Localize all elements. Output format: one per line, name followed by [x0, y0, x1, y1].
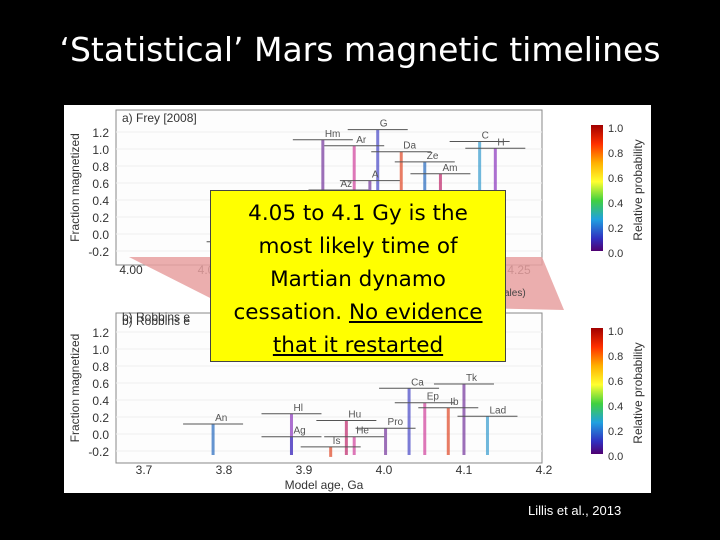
y-tick-label: 0.2 [92, 211, 109, 225]
colorbar-tick-label: 0.0 [608, 451, 623, 463]
y-tick-label: -0.2 [88, 245, 109, 259]
basin-label: Hm [325, 129, 341, 140]
y-axis-title: Fraction magnetized [68, 334, 82, 443]
callout-line-2: most likely time of [258, 234, 458, 259]
y-tick-label: 0.8 [92, 360, 109, 374]
basin-label: Ep [427, 392, 440, 403]
colorbar-tick-label: 1.0 [608, 326, 623, 338]
probability-bar [289, 436, 293, 455]
probability-bar [289, 413, 293, 455]
callout-box: 4.05 to 4.1 Gy is the most likely time o… [210, 190, 506, 362]
y-tick-label: -0.2 [88, 445, 109, 459]
panel-label: b) Robbins e [122, 314, 190, 328]
callout-line-4: cessation. No evidence [211, 296, 505, 329]
colorbar-tick-label: 0.2 [608, 223, 623, 235]
colorbar-tick-label: 0.4 [608, 401, 623, 413]
basin-label: Ca [411, 377, 424, 388]
panel-label: a) Frey [2008] [122, 111, 197, 125]
x-tick-label: 4.00 [119, 263, 143, 277]
basin-label: H [497, 137, 504, 148]
colorbar-tick-label: 0.6 [608, 376, 623, 388]
basin-label: Ib [450, 397, 459, 408]
basin-label: Hl [293, 403, 302, 414]
basin-label: Hu [348, 410, 361, 421]
y-tick-label: 1.2 [92, 326, 109, 340]
basin-label: G [380, 119, 388, 130]
colorbar-tick-label: 1.0 [608, 123, 623, 135]
basin-label: Am [442, 163, 457, 174]
basin-label: Az [341, 179, 353, 190]
x-tick-label: 3.8 [216, 463, 233, 477]
callout-line-4-start: cessation. [233, 300, 349, 325]
basin-label: Is [333, 436, 341, 447]
basin-label: Lad [489, 405, 506, 416]
probability-bar [485, 416, 489, 455]
probability-bar [407, 388, 411, 455]
colorbar-tick-label: 0.2 [608, 426, 623, 438]
x-tick-label: 4.2 [536, 463, 553, 477]
callout-line-1: 4.05 to 4.1 Gy is the [248, 201, 468, 226]
basin-label: Ag [293, 426, 305, 437]
y-axis-title: Fraction magnetized [68, 133, 82, 242]
basin-label: A [372, 170, 379, 181]
basin-label: An [215, 413, 227, 424]
basin-label: Da [403, 141, 416, 152]
y-tick-label: 0.8 [92, 160, 109, 174]
basin-label: C [482, 131, 489, 142]
colorbar-tick-label: 0.8 [608, 351, 623, 363]
basin-label: Tk [466, 373, 478, 384]
y-tick-label: 1.2 [92, 126, 109, 140]
probability-bar [423, 402, 427, 455]
colorbar-tick-label: 0.4 [608, 198, 623, 210]
y-tick-label: 0.0 [92, 428, 109, 442]
zoom-connector-caption: ales) [504, 288, 526, 299]
callout-line-3: Martian dynamo [270, 267, 446, 292]
probability-bar [462, 384, 466, 455]
y-tick-label: 0.6 [92, 377, 109, 391]
y-tick-label: 0.4 [92, 394, 109, 408]
x-tick-label: 4.1 [456, 463, 473, 477]
colorbar-tick-label: 0.6 [608, 173, 623, 185]
probability-bar [211, 423, 215, 455]
probability-bar [384, 428, 388, 455]
x-tick-label: 4.0 [376, 463, 393, 477]
x-tick-label: 3.7 [136, 463, 153, 477]
colorbar-title: Relative probability [631, 342, 645, 443]
colorbar-tick-label: 0.0 [608, 248, 623, 260]
y-tick-label: 0.6 [92, 177, 109, 191]
basin-label: Pro [388, 417, 404, 428]
colorbar-tick-label: 0.8 [608, 148, 623, 160]
colorbar-title: Relative probability [631, 139, 645, 240]
x-tick-label: 3.9 [296, 463, 313, 477]
slide-title: ‘Statistical’ Mars magnetic timelines [59, 30, 661, 69]
x-axis-title: Model age, Ga [285, 478, 364, 492]
colorbar-0 [591, 125, 603, 251]
probability-bar [344, 420, 348, 455]
probability-bar [446, 407, 450, 455]
y-tick-label: 1.0 [92, 143, 109, 157]
colorbar-1 [591, 328, 603, 454]
callout-line-5: that it restarted [272, 333, 444, 358]
callout-emphasis: No evidence [348, 300, 483, 325]
panel-b-label: b) Robbins e [122, 310, 190, 324]
basin-label: He [356, 426, 369, 437]
probability-bar [352, 436, 356, 455]
y-tick-label: 0.2 [92, 411, 109, 425]
basin-label: Ze [427, 151, 439, 162]
basin-label: Ar [356, 135, 367, 146]
citation: Lillis et al., 2013 [528, 503, 622, 518]
probability-bar [329, 446, 333, 457]
y-tick-label: 1.0 [92, 343, 109, 357]
y-tick-label: 0.4 [92, 194, 109, 208]
y-tick-label: 0.0 [92, 228, 109, 242]
